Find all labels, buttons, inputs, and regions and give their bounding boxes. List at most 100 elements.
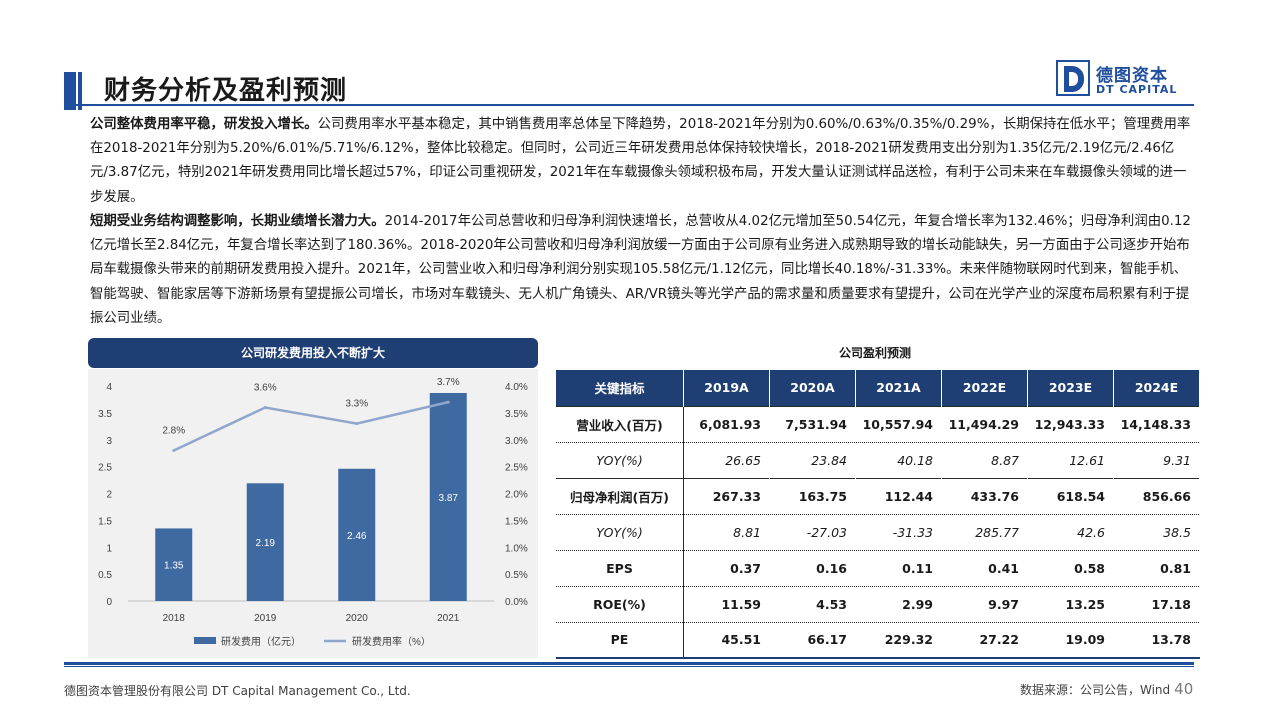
table-cell: 17.18 — [1113, 585, 1201, 622]
footer-divider — [64, 662, 1194, 665]
x-tick-label: 2018 — [163, 613, 186, 624]
table-cell: 38.5 — [1113, 513, 1201, 550]
table-cell: 66.17 — [769, 621, 856, 659]
table-cell: 112.44 — [855, 477, 942, 514]
table-cell: 0.41 — [941, 549, 1028, 586]
table-cell: 27.22 — [941, 621, 1028, 659]
paragraph-expense-lead: 公司整体费用率平稳，研发投入增长。 — [90, 117, 318, 132]
table-cell: 26.65 — [683, 441, 770, 478]
rate-data-label: 3.6% — [254, 383, 277, 394]
page-title: 财务分析及盈利预测 — [104, 76, 348, 106]
company-logo: 德图资本 DT CAPITAL — [1056, 60, 1196, 98]
rate-data-label: 3.3% — [345, 399, 368, 410]
table-cell: 163.75 — [769, 477, 856, 514]
table-cell: 4.53 — [769, 585, 856, 622]
title-accent-bar — [64, 72, 76, 110]
row-label: 归母净利润(百万) — [556, 477, 684, 514]
table-cell: -31.33 — [855, 513, 942, 550]
y2-tick-label: 3.0% — [505, 436, 528, 447]
legend-bar-label: 研发费用（亿元） — [221, 635, 301, 648]
table-cell: 2.99 — [855, 585, 942, 622]
table-row: 归母净利润(百万) 267.33 163.75 112.44 433.76 61… — [556, 477, 1201, 514]
table-cell: 13.78 — [1113, 621, 1201, 659]
y2-tick-label: 2.5% — [505, 463, 528, 474]
table-cell: 8.87 — [941, 441, 1028, 478]
y2-tick-label: 0.5% — [505, 570, 528, 581]
paragraph-expense-body: 公司费用率水平基本稳定，其中销售费用率总体呈下降趋势，2018-2021年分别为… — [90, 117, 1191, 205]
y2-tick-label: 4.0% — [505, 382, 528, 393]
table-cell: 856.66 — [1113, 477, 1201, 514]
table-row: YOY(%) 8.81 -27.03 -31.33 285.77 42.6 38… — [556, 513, 1201, 550]
table-cell: 12,943.33 — [1027, 405, 1114, 442]
paragraph-expense: 公司整体费用率平稳，研发投入增长。公司费用率水平基本稳定，其中销售费用率总体呈下… — [90, 113, 1195, 210]
page-number: 40 — [1174, 680, 1194, 698]
y-tick-label: 3.5 — [98, 409, 112, 420]
y2-tick-label: 3.5% — [505, 409, 528, 420]
header-cell: 2021A — [855, 370, 942, 406]
header-cell: 2023E — [1027, 370, 1114, 406]
bar — [429, 392, 467, 601]
legend-bar-swatch — [194, 637, 216, 644]
bar-data-label: 3.87 — [439, 493, 459, 504]
x-tick-label: 2020 — [346, 613, 369, 624]
y-tick-label: 1 — [106, 543, 112, 554]
row-label: 营业收入(百万) — [556, 405, 684, 442]
header-cell: 2024E — [1113, 370, 1201, 406]
bar — [155, 528, 193, 601]
row-label: EPS — [556, 549, 684, 586]
row-label: YOY(%) — [556, 513, 684, 550]
y2-tick-label: 0.0% — [505, 597, 528, 608]
paragraph-growth-lead: 短期受业务结构调整影响，长期业绩增长潜力大。 — [90, 214, 385, 229]
table-row: PE 45.51 66.17 229.32 27.22 19.09 13.78 — [556, 621, 1201, 659]
title-divider — [64, 104, 1194, 106]
rd-chart-svg: 0 0.5 1 1.5 2 2.5 3 3.5 4 0.0% 0.5% 1.0% 1.5% 2.0% 2.5… — [98, 377, 528, 648]
legend-line-label: 研发费用率（%） — [352, 635, 431, 648]
row-label: ROE(%) — [556, 585, 684, 622]
y-tick-label: 0.5 — [98, 570, 112, 581]
rate-point — [172, 449, 176, 452]
rate-point — [446, 400, 450, 404]
table-cell: 42.6 — [1027, 513, 1114, 550]
table-cell: 13.25 — [1027, 585, 1114, 622]
table-cell: 0.58 — [1027, 549, 1114, 586]
table-cell: -27.03 — [769, 513, 856, 550]
logo-en-text: DT CAPITAL — [1096, 83, 1178, 96]
footer-source: 数据来源：公司公告，Wind 40 — [1020, 680, 1193, 698]
header-cell: 2022E — [941, 370, 1028, 406]
table-row: EPS 0.37 0.16 0.11 0.41 0.58 0.81 — [556, 549, 1201, 586]
bar-data-label: 1.35 — [164, 561, 184, 572]
rate-point — [355, 422, 359, 426]
table-cell: 0.81 — [1113, 549, 1201, 586]
y2-tick-label: 1.5% — [505, 516, 528, 527]
bar — [338, 468, 376, 601]
table-cell: 10,557.94 — [855, 405, 942, 442]
title-accent-bar-thin — [78, 72, 82, 110]
table-cell: 9.97 — [941, 585, 1028, 622]
logo-cn-text: 德图资本 — [1096, 66, 1168, 86]
row-label: YOY(%) — [556, 441, 684, 478]
table-cell: 0.16 — [769, 549, 856, 586]
y-tick-label: 2 — [106, 490, 112, 501]
table-cell: 229.32 — [855, 621, 942, 659]
table-cell: 433.76 — [941, 477, 1028, 514]
table-header-row: 关键指标 2019A 2020A 2021A 2022E 2023E 2024E — [556, 370, 1201, 406]
chart-title: 公司研发费用投入不断扩大 — [88, 338, 538, 368]
table-cell: 12.61 — [1027, 441, 1114, 478]
table-cell: 14,148.33 — [1113, 405, 1201, 442]
table-cell: 11.59 — [683, 585, 770, 622]
table-cell: 19.09 — [1027, 621, 1114, 659]
rate-line — [173, 400, 449, 452]
rate-data-label: 2.8% — [162, 426, 185, 437]
table-cell: 7,531.94 — [769, 405, 856, 442]
source-text: 数据来源：公司公告，Wind — [1020, 683, 1171, 697]
x-tick-label: 2019 — [254, 613, 277, 624]
header-cell: 2019A — [683, 370, 770, 406]
y-tick-label: 4 — [106, 382, 112, 393]
footer-company: 德图资本管理股份有限公司 DT Capital Management Co., … — [64, 684, 411, 698]
header-cell: 关键指标 — [556, 370, 684, 406]
x-tick-label: 2021 — [437, 613, 460, 624]
table-cell: 618.54 — [1027, 477, 1114, 514]
table-row: ROE(%) 11.59 4.53 2.99 9.97 13.25 17.18 — [556, 585, 1201, 622]
table-cell: 11,494.29 — [941, 405, 1028, 442]
table-cell: 9.31 — [1113, 441, 1201, 478]
